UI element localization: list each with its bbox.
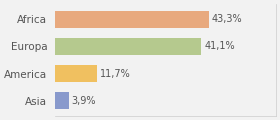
Text: 3,9%: 3,9% xyxy=(72,96,96,106)
Bar xyxy=(55,92,69,109)
Text: 41,1%: 41,1% xyxy=(204,41,235,51)
Text: 11,7%: 11,7% xyxy=(99,69,130,79)
Bar xyxy=(55,65,97,82)
Text: 43,3%: 43,3% xyxy=(212,14,243,24)
Bar xyxy=(55,11,209,28)
Bar xyxy=(55,38,201,55)
